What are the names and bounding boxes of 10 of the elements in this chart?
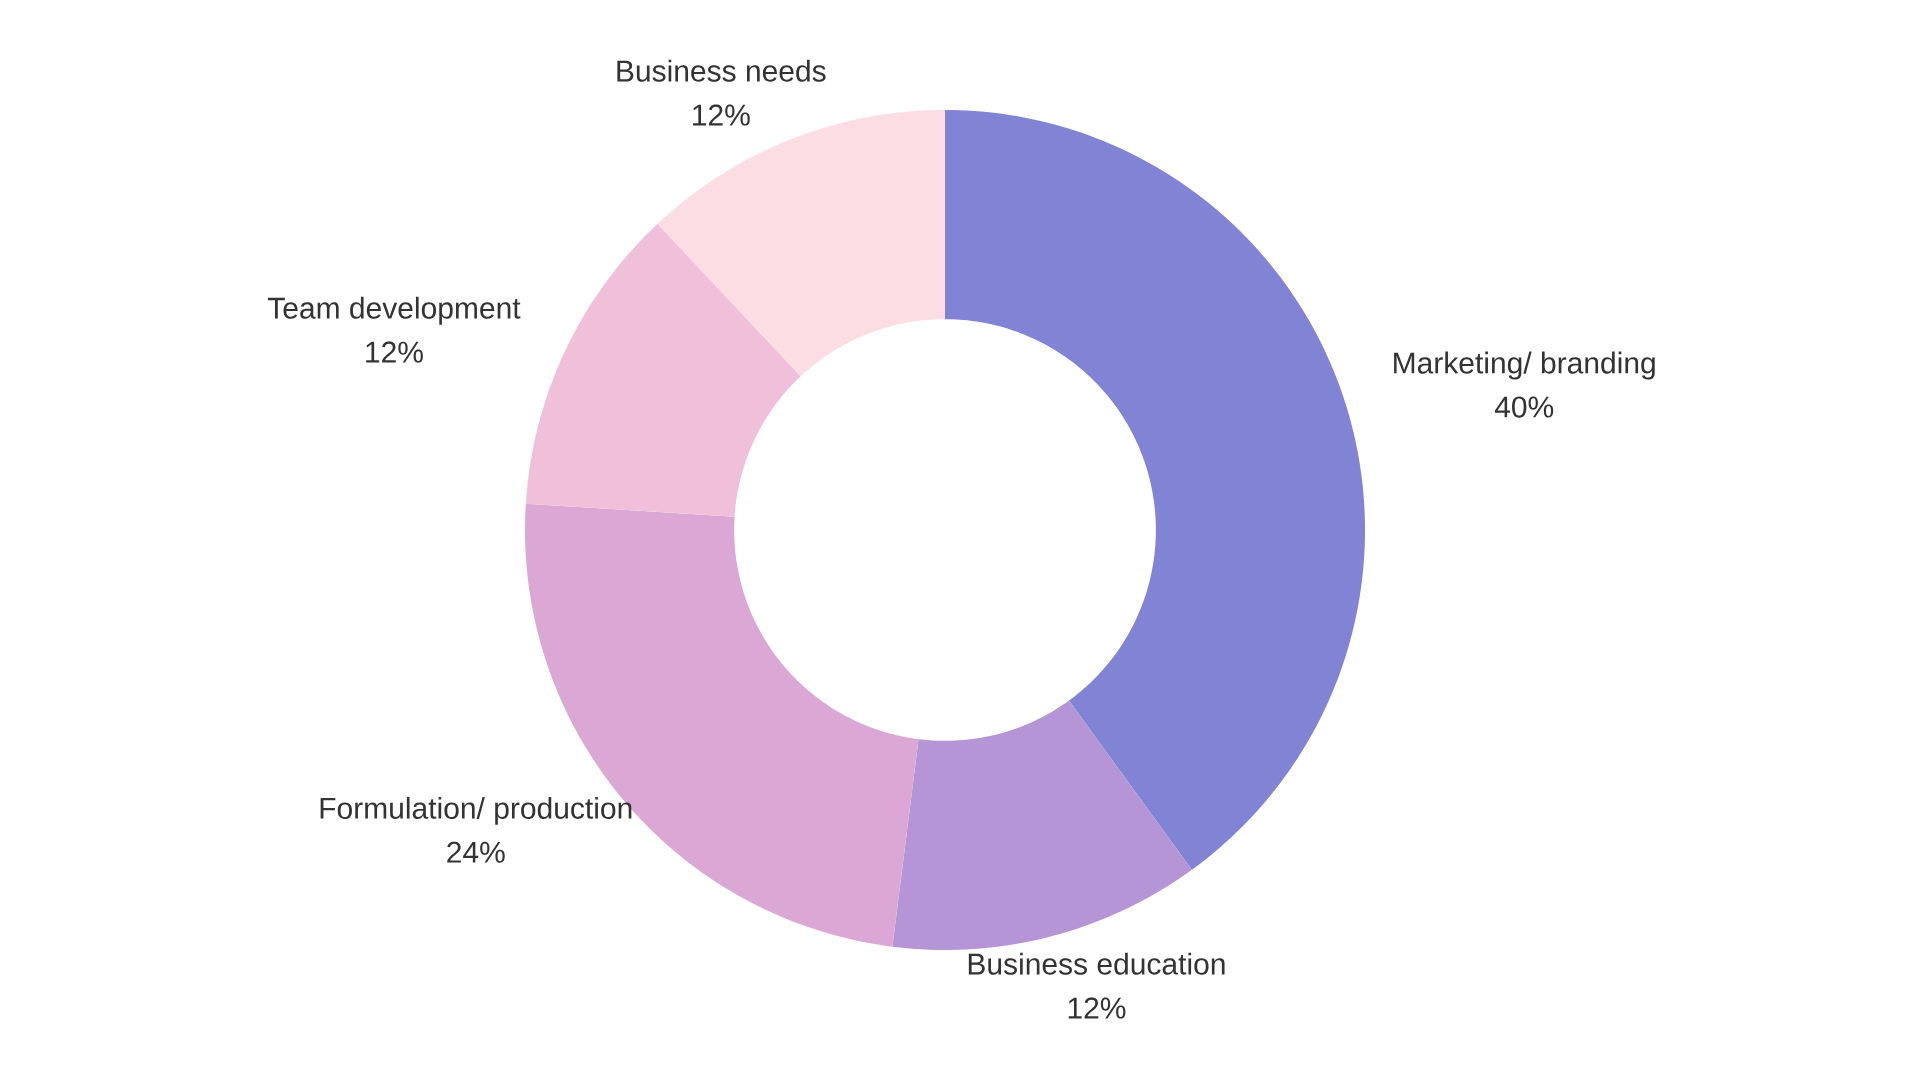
data-label: 24% [447, 841, 505, 863]
slice-label: Team development [267, 296, 521, 325]
slice-label: Business needs [617, 59, 826, 82]
slice-label: Formulation/ production [320, 796, 632, 825]
slice-label: Marketing/ branding [1394, 351, 1655, 380]
slice-label: Business education [968, 952, 1225, 975]
data-label: 12% [1068, 997, 1126, 1019]
data-label: 12% [693, 104, 750, 126]
data-label: 40% [1494, 396, 1554, 418]
data-label: 12% [366, 341, 423, 363]
